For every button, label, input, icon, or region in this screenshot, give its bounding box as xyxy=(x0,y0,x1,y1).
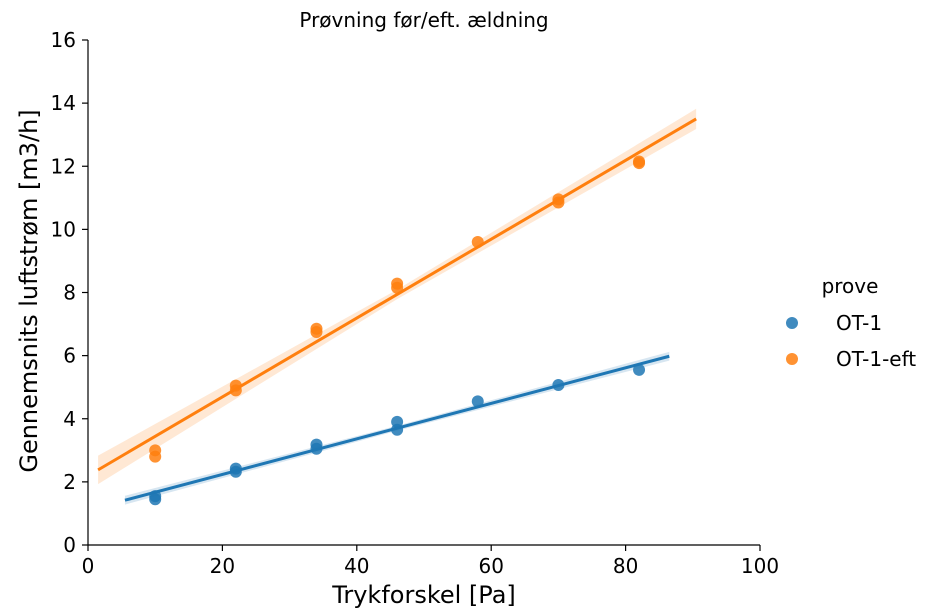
plot-area xyxy=(97,108,697,506)
chart-title: Prøvning før/eft. ældning xyxy=(299,8,548,32)
data-point-ot-1 xyxy=(633,363,646,376)
x-tick-label: 80 xyxy=(613,554,638,578)
legend-marker-ot-1-eft xyxy=(786,353,798,365)
data-point-ot-1 xyxy=(552,378,565,391)
regression-line-ot-1-eft xyxy=(97,117,697,472)
data-point-ot-1-eft xyxy=(633,155,646,168)
y-tick-label: 4 xyxy=(63,407,76,431)
y-tick-label: 14 xyxy=(51,91,76,115)
data-point-ot-1 xyxy=(471,395,484,408)
y-axis-ticks: 0 2 4 6 8 10 12 14 16 xyxy=(51,28,88,557)
data-point-ot-1-eft xyxy=(471,236,484,248)
y-axis-label: Gennemsnits luftstrøm [m3/h] xyxy=(15,109,43,472)
y-tick-label: 2 xyxy=(63,470,76,494)
data-point-ot-1-eft xyxy=(552,193,565,206)
data-point-ot-1 xyxy=(310,438,323,451)
x-tick-label: 20 xyxy=(210,554,235,578)
x-axis-label: Trykforskel [Pa] xyxy=(331,581,516,609)
legend-title: prove xyxy=(822,274,879,298)
data-point-ot-1 xyxy=(391,415,404,428)
series-ot-1 xyxy=(124,351,670,506)
x-tick-label: 100 xyxy=(741,554,779,578)
legend-marker-ot-1 xyxy=(786,317,798,329)
y-tick-label: 16 xyxy=(51,28,76,52)
x-tick-label: 0 xyxy=(82,554,95,578)
y-tick-label: 10 xyxy=(51,217,76,241)
legend-label-ot-1: OT-1 xyxy=(836,311,882,335)
x-tick-label: 40 xyxy=(344,554,369,578)
legend: prove OT-1 OT-1-eft xyxy=(786,274,916,371)
y-tick-label: 6 xyxy=(63,344,76,368)
y-tick-label: 0 xyxy=(63,533,76,557)
y-tick-label: 12 xyxy=(51,154,76,178)
data-point-ot-1 xyxy=(229,462,242,475)
data-point-ot-1 xyxy=(149,490,162,503)
confidence-band-ot-1-eft xyxy=(98,108,697,485)
data-point-ot-1-eft xyxy=(229,379,242,392)
x-tick-label: 60 xyxy=(478,554,503,578)
legend-label-ot-1-eft: OT-1-eft xyxy=(836,347,916,371)
series-ot-1-eft xyxy=(97,108,697,485)
data-point-ot-1-eft xyxy=(391,277,404,290)
data-point-ot-1-eft xyxy=(310,322,323,335)
x-axis-ticks: 0 20 40 60 80 100 xyxy=(82,545,779,578)
data-point-ot-1-eft xyxy=(149,444,162,457)
y-tick-label: 8 xyxy=(63,281,76,305)
